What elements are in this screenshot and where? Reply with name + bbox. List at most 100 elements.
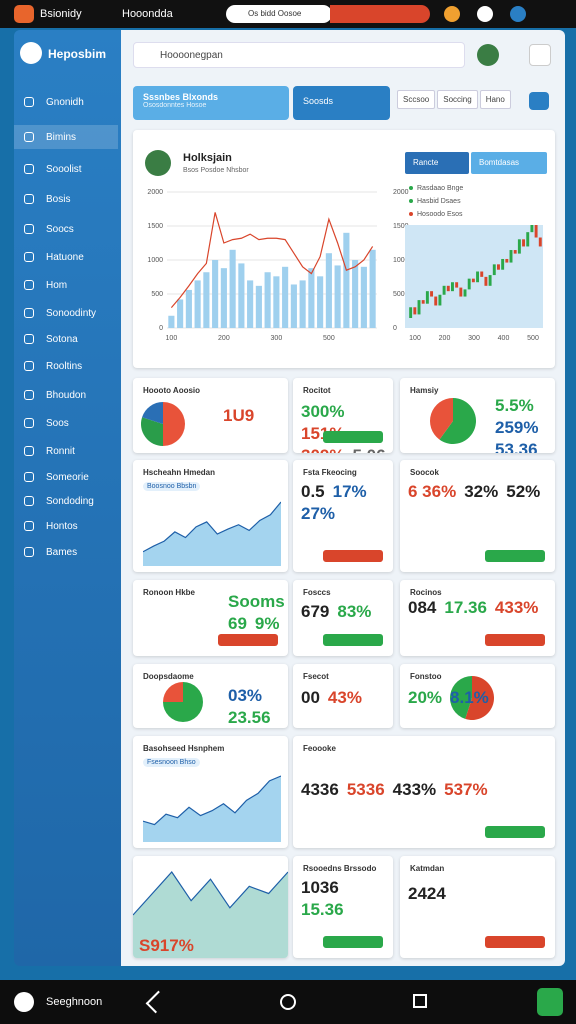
- nav-item[interactable]: Soocs: [14, 217, 118, 241]
- app-button[interactable]: [537, 988, 563, 1016]
- avatar[interactable]: [477, 44, 499, 66]
- stat-card: Katmdan 2424: [400, 856, 555, 958]
- bar: [282, 266, 289, 328]
- recents-button[interactable]: [413, 994, 427, 1008]
- nav-label: Sonoodinty: [46, 308, 97, 319]
- back-button[interactable]: [145, 990, 169, 1014]
- card-title: Rsooedns Brssodo: [303, 864, 377, 873]
- nav-item[interactable]: Hatuone: [14, 245, 118, 269]
- nav-item[interactable]: Ronnit: [14, 439, 118, 463]
- nav-label: Someorie: [46, 472, 89, 483]
- nav-label: Rooltins: [46, 361, 83, 372]
- bar: [220, 268, 227, 328]
- stat-card: Fsta Fkeocing 0.5 17% 27%: [293, 460, 393, 572]
- nav-label: Seeghnoon: [46, 996, 103, 1008]
- stat-group: 5.5% 259% 53.36: [495, 396, 549, 453]
- bar: [177, 299, 184, 328]
- tab[interactable]: Bomtdasas: [471, 152, 547, 174]
- action-button[interactable]: [485, 936, 545, 948]
- nav-item[interactable]: Sotona: [14, 327, 118, 351]
- nav-item[interactable]: Someorie: [14, 465, 118, 489]
- candle: [425, 291, 429, 304]
- stat-value: 309%: [301, 446, 344, 453]
- card-title: Fosccs: [303, 588, 331, 597]
- card-title: Feoooke: [303, 744, 336, 753]
- action-button[interactable]: [323, 936, 383, 948]
- icon-button[interactable]: [529, 92, 549, 110]
- stat-value: S917%: [139, 936, 194, 955]
- tab[interactable]: Rancte: [405, 152, 469, 174]
- action-button[interactable]: [485, 550, 545, 562]
- bar: [247, 280, 254, 328]
- action-button[interactable]: [323, 550, 383, 562]
- action-button[interactable]: [323, 634, 383, 646]
- candle: [467, 278, 471, 290]
- nav-item[interactable]: Bames: [14, 540, 118, 564]
- nav-item[interactable]: Bimins: [14, 125, 118, 149]
- stat-card: Basohseed Hsnphem Fsesnoon Bhso: [133, 736, 288, 848]
- tab[interactable]: Hano: [479, 90, 511, 109]
- card-title: Ronoon Hkbe: [143, 588, 195, 597]
- action-button[interactable]: [323, 431, 383, 443]
- nav-item[interactable]: Soos: [14, 411, 118, 435]
- x-tick-label: 200: [439, 335, 451, 342]
- nav-item[interactable]: Gnonidh: [14, 90, 118, 114]
- nav-item[interactable]: Bhoudon: [14, 383, 118, 407]
- action-button[interactable]: [485, 634, 545, 646]
- nav-item[interactable]: Sonoodinty: [14, 301, 118, 325]
- card-chart: [450, 676, 494, 720]
- bar: [308, 268, 315, 328]
- stat-value: 17%: [332, 482, 367, 501]
- candle: [451, 282, 454, 292]
- search-box[interactable]: Hoooonegpan: [133, 42, 465, 68]
- candle: [430, 291, 434, 297]
- icon[interactable]: [14, 992, 34, 1012]
- action-button[interactable]: [485, 826, 545, 838]
- stat-value: 300%: [301, 402, 345, 421]
- nav-icon: [24, 132, 34, 142]
- stat-value: 83%: [337, 602, 372, 621]
- button[interactable]: Soosds: [293, 86, 390, 120]
- tab[interactable]: Sccsoo: [397, 90, 436, 109]
- bar: [369, 249, 376, 328]
- stat-value: 2424: [408, 884, 446, 903]
- y2-tick-label: 1500: [393, 223, 409, 230]
- tab-name[interactable]: Hooondda: [122, 8, 173, 20]
- pie-slice: [141, 417, 163, 446]
- search-box[interactable]: Os bidd Oosoe: [226, 5, 332, 23]
- nav-icon: [24, 308, 34, 318]
- pie-slice: [439, 398, 476, 444]
- tab[interactable]: Soccing: [437, 90, 478, 109]
- home-button[interactable]: [529, 44, 551, 66]
- candle: [497, 264, 500, 270]
- nav-label: Bosis: [46, 194, 71, 205]
- nav-label: Hontos: [46, 521, 78, 532]
- menu-button[interactable]: [14, 5, 34, 23]
- primary-button[interactable]: Sssnbes Blxonds Ososdonntes Hosoe: [133, 86, 289, 120]
- nav-item[interactable]: Sooolist: [14, 157, 118, 181]
- candle: [509, 250, 513, 263]
- nav-label: Soos: [46, 418, 69, 429]
- stat-card: Hscheahn Hmedan Boosnoo Bbsbn: [133, 460, 288, 572]
- nav-item[interactable]: Rooltins: [14, 354, 118, 378]
- icon[interactable]: [477, 6, 493, 22]
- icon[interactable]: [444, 6, 460, 22]
- nav-item[interactable]: Hom: [14, 273, 118, 297]
- stat-group: 1036 15.36: [301, 878, 387, 920]
- home-button[interactable]: [280, 994, 296, 1010]
- icon[interactable]: [510, 6, 526, 22]
- candle: [534, 225, 538, 238]
- x-tick-label: 100: [409, 335, 421, 342]
- candle: [488, 275, 492, 286]
- legend-label: Hasbid Dsaes: [417, 198, 461, 205]
- button-label: Sssnbes Blxonds: [143, 92, 219, 102]
- x-tick-label: 100: [166, 335, 178, 342]
- bottom-nav: Seeghnoon: [0, 980, 576, 1024]
- logo-icon: [20, 42, 42, 64]
- nav-item[interactable]: Sondoding: [14, 489, 118, 513]
- nav-item[interactable]: Bosis: [14, 187, 118, 211]
- action-button[interactable]: [218, 634, 278, 646]
- stat-group: 1U9: [223, 406, 282, 426]
- nav-icon: [24, 361, 34, 371]
- nav-item[interactable]: Hontos: [14, 514, 118, 538]
